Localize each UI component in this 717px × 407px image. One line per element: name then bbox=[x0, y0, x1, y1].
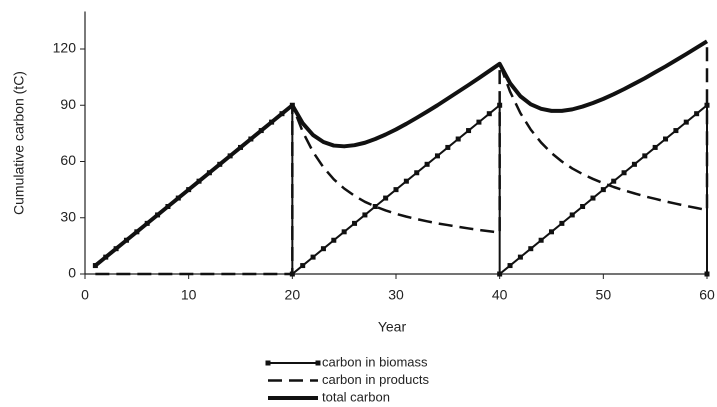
point-marker bbox=[414, 170, 420, 176]
point-marker bbox=[206, 170, 212, 176]
point-marker bbox=[517, 254, 523, 260]
legend-label: carbon in biomass bbox=[322, 354, 428, 369]
point-marker bbox=[580, 204, 586, 209]
point-marker bbox=[466, 128, 472, 134]
point-marker bbox=[383, 195, 389, 201]
point-marker bbox=[196, 178, 202, 184]
point-marker bbox=[227, 153, 233, 159]
point-marker bbox=[372, 204, 378, 209]
point-marker bbox=[155, 212, 161, 218]
point-marker bbox=[704, 102, 710, 108]
point-marker bbox=[642, 153, 648, 159]
point-marker bbox=[217, 161, 223, 167]
point-marker bbox=[238, 144, 243, 150]
point-marker bbox=[248, 136, 254, 142]
y-axis-label: Cumulative carbon (tC) bbox=[11, 71, 27, 215]
y-tick-label: 90 bbox=[60, 96, 76, 112]
point-marker bbox=[600, 187, 606, 193]
point-marker bbox=[320, 246, 326, 252]
point-marker bbox=[300, 263, 306, 269]
x-tick-label: 0 bbox=[81, 287, 89, 303]
point-marker bbox=[269, 119, 275, 125]
point-marker bbox=[631, 161, 637, 167]
x-tick-label: 50 bbox=[596, 287, 612, 303]
point-marker bbox=[310, 254, 316, 260]
point-marker bbox=[393, 187, 399, 193]
point-marker bbox=[103, 254, 109, 260]
point-marker bbox=[362, 212, 368, 218]
point-marker bbox=[434, 153, 440, 159]
x-tick-label: 40 bbox=[492, 287, 508, 303]
point-marker bbox=[258, 128, 264, 134]
series-line bbox=[95, 41, 709, 276]
point-marker bbox=[279, 111, 285, 117]
point-marker bbox=[144, 220, 150, 226]
point-marker bbox=[611, 178, 617, 184]
point-marker bbox=[165, 204, 171, 209]
legend-marker bbox=[265, 360, 271, 366]
point-marker bbox=[352, 220, 358, 226]
x-tick-label: 20 bbox=[285, 287, 301, 303]
x-tick-label: 60 bbox=[699, 287, 715, 303]
x-axis-label: Year bbox=[378, 319, 407, 335]
point-marker bbox=[331, 237, 337, 243]
point-marker bbox=[455, 136, 461, 142]
y-tick-label: 0 bbox=[68, 265, 76, 281]
point-marker bbox=[403, 178, 409, 184]
y-tick-label: 120 bbox=[53, 40, 77, 56]
point-marker bbox=[476, 119, 482, 125]
point-marker bbox=[507, 263, 513, 269]
point-marker bbox=[704, 271, 710, 277]
point-marker bbox=[445, 144, 451, 150]
point-marker bbox=[497, 271, 503, 277]
point-marker bbox=[134, 229, 140, 235]
point-marker bbox=[341, 229, 347, 235]
point-marker bbox=[559, 220, 565, 226]
legend-marker bbox=[315, 360, 321, 366]
point-marker bbox=[590, 195, 596, 201]
point-marker bbox=[175, 195, 181, 201]
legend-label: carbon in products bbox=[322, 372, 429, 387]
point-marker bbox=[673, 128, 679, 134]
point-marker bbox=[683, 119, 689, 125]
point-marker bbox=[549, 229, 554, 235]
point-marker bbox=[92, 263, 98, 269]
point-marker bbox=[289, 271, 295, 277]
legend-label: total carbon bbox=[322, 389, 390, 404]
point-marker bbox=[123, 237, 129, 243]
point-marker bbox=[652, 144, 658, 150]
legend: carbon in biomass carbon in products total… bbox=[265, 354, 429, 404]
point-marker bbox=[186, 187, 192, 193]
point-marker bbox=[621, 170, 627, 176]
point-marker bbox=[289, 102, 295, 108]
point-marker bbox=[486, 111, 492, 117]
point-marker bbox=[113, 246, 119, 252]
y-tick-label: 30 bbox=[60, 208, 76, 224]
point-marker bbox=[497, 102, 503, 108]
point-marker bbox=[663, 136, 669, 142]
y-tick-label: 60 bbox=[60, 152, 76, 168]
x-tick-label: 30 bbox=[388, 287, 404, 303]
x-tick-label: 10 bbox=[181, 287, 197, 303]
point-marker bbox=[538, 237, 544, 243]
point-marker bbox=[528, 246, 534, 252]
point-marker bbox=[694, 111, 700, 117]
point-marker bbox=[424, 161, 430, 167]
point-marker bbox=[569, 212, 575, 218]
series-line bbox=[94, 39, 709, 268]
